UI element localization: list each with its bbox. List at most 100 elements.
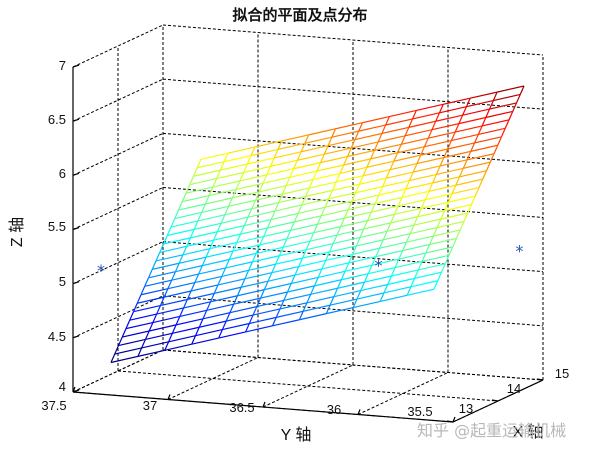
mesh-line [240, 227, 268, 235]
mesh-line [341, 273, 369, 281]
mesh-line [196, 159, 202, 169]
y-axis-label: Y 轴 [281, 426, 312, 444]
mesh-line [362, 167, 368, 177]
mesh-line [248, 314, 254, 324]
mesh-line [420, 199, 426, 209]
mesh-line [401, 137, 429, 145]
mesh-line [348, 254, 354, 264]
mesh-line [359, 177, 387, 185]
mesh-line [440, 159, 468, 167]
mesh-line [309, 234, 338, 242]
mesh-line [168, 335, 196, 343]
mesh-line [385, 169, 391, 179]
mesh-line [331, 181, 337, 191]
mesh-line [391, 269, 419, 277]
mesh-line [316, 164, 344, 172]
mesh-line [433, 280, 439, 290]
grid-line [357, 372, 449, 415]
mesh-line [244, 270, 250, 280]
mesh-line [258, 183, 264, 193]
mesh-line [212, 178, 218, 188]
mesh-line [171, 273, 199, 281]
mesh-line [378, 239, 384, 249]
mesh-line [299, 313, 327, 321]
mesh-line [262, 176, 291, 184]
mesh-line [195, 329, 223, 337]
mesh-line [191, 335, 197, 345]
mesh-line [383, 284, 389, 294]
mesh-line [232, 242, 238, 252]
mesh-line [156, 305, 161, 315]
mesh-line [424, 139, 452, 148]
mesh-line [164, 343, 192, 351]
mesh-line [141, 341, 169, 349]
mesh-line [382, 231, 388, 241]
mesh-line [229, 305, 257, 314]
mesh-line [239, 174, 267, 182]
mesh-line [493, 93, 521, 102]
mesh-line [458, 116, 486, 125]
y-tick [452, 416, 456, 423]
mesh-line [463, 161, 491, 169]
grid-line [117, 370, 499, 402]
mesh-line [420, 146, 426, 156]
grid-line [72, 187, 164, 230]
mesh-line [162, 235, 168, 245]
mesh-line [335, 173, 341, 183]
mesh-line [451, 184, 457, 194]
mesh-line [198, 267, 226, 275]
mesh-line [152, 315, 180, 324]
mesh-line [410, 278, 416, 288]
mesh-line [347, 149, 375, 158]
mesh-line [259, 185, 287, 193]
mesh-line [390, 214, 396, 224]
mesh-line [166, 226, 172, 236]
mesh-line [217, 276, 223, 286]
z-tick-label: 6.5 [48, 112, 66, 127]
mesh-line [294, 215, 322, 223]
mesh-line [220, 214, 226, 224]
y-tick [167, 394, 171, 400]
x-tick [446, 420, 454, 423]
mesh-line [277, 140, 283, 150]
mesh-line [172, 326, 200, 334]
mesh-line [370, 203, 376, 213]
mesh-line [444, 255, 450, 265]
mesh-line [380, 294, 408, 303]
mesh-line [305, 240, 311, 250]
mesh-line [167, 228, 195, 237]
mesh-line [355, 184, 360, 193]
mesh-line [318, 270, 346, 278]
mesh-line [227, 146, 255, 154]
mesh-line [466, 151, 472, 161]
mesh-line [206, 303, 234, 311]
mesh-line [269, 157, 275, 167]
mesh-line [406, 288, 435, 296]
mesh-line [168, 333, 173, 343]
mesh-line [512, 102, 518, 112]
mesh-line [455, 125, 483, 133]
mesh-line [182, 248, 210, 256]
mesh-line [352, 298, 358, 308]
mesh-line [122, 330, 150, 338]
mesh-line [413, 216, 419, 226]
mesh-line [321, 262, 349, 270]
mesh-line [294, 266, 300, 276]
mesh-line [320, 155, 348, 164]
mesh-line [432, 176, 460, 184]
data-point: * [97, 261, 105, 280]
mesh-line [214, 286, 242, 294]
mesh-line [152, 262, 180, 270]
mesh-line [379, 292, 385, 302]
mesh-line [193, 169, 221, 177]
grid-line [72, 24, 164, 68]
mesh-line [306, 242, 334, 251]
mesh-line [459, 170, 487, 178]
z-tick-label: 7 [59, 58, 66, 73]
mesh-line [217, 278, 246, 286]
mesh-line [393, 154, 421, 162]
mesh-line [298, 311, 304, 320]
mesh-line [271, 212, 299, 221]
mesh-line [316, 162, 322, 172]
mesh-line [470, 144, 498, 152]
